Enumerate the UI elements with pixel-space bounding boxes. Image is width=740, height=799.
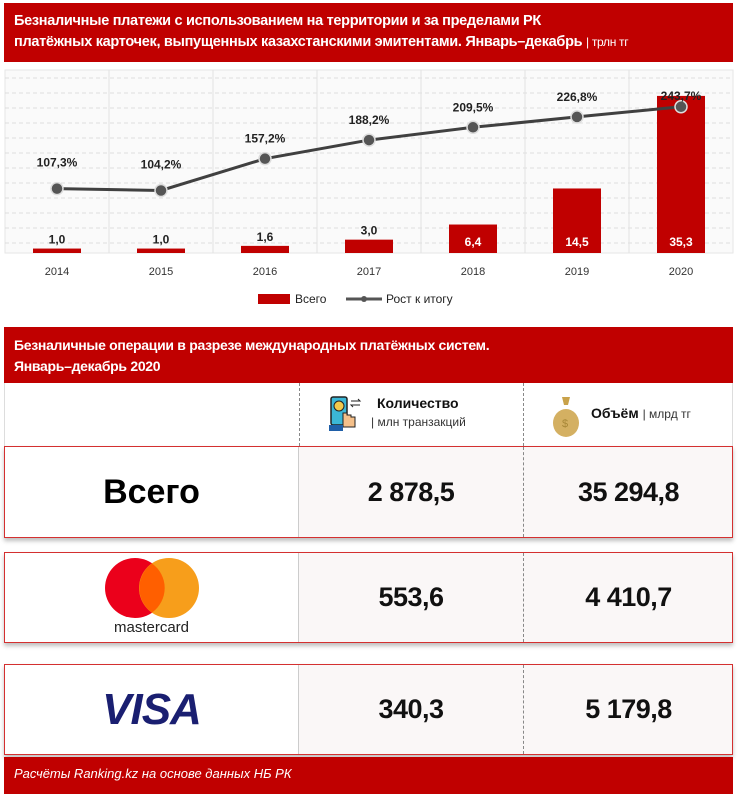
bar-2014 xyxy=(33,248,81,253)
bar-2019 xyxy=(553,188,601,253)
mastercard-wordmark: mastercard xyxy=(113,619,190,636)
x-tick-label: 2016 xyxy=(253,266,277,278)
legend-line-marker xyxy=(361,296,367,302)
x-tick-label: 2015 xyxy=(149,266,173,278)
volume-label: Объём xyxy=(591,405,639,421)
chart-title-line1: Безналичные платежи с использованием на … xyxy=(14,13,541,29)
visa-count: 340,3 xyxy=(378,694,444,724)
svg-text:$: $ xyxy=(562,418,568,430)
bar-2018 xyxy=(449,224,497,253)
growth-label: 107,3% xyxy=(37,156,78,170)
table-column-headers: Количество | млн транзакций $ Объём | мл… xyxy=(4,383,733,446)
growth-label: 243,7% xyxy=(661,89,702,103)
bar-label: 1,0 xyxy=(49,233,66,247)
bar-label: 1,6 xyxy=(257,230,274,244)
visa-logo: VISA xyxy=(102,684,202,734)
mastercard-logo: mastercard xyxy=(5,553,299,642)
visa-volume: 5 179,8 xyxy=(585,694,672,724)
chart-header: Безналичные платежи с использованием на … xyxy=(4,3,733,62)
x-tick-label: 2018 xyxy=(461,266,485,278)
mastercard-count: 553,6 xyxy=(378,582,444,612)
growth-label: 209,5% xyxy=(453,100,494,114)
table-title-line1: Безналичные операции в разрезе междунаро… xyxy=(14,337,490,353)
total-count: 2 878,5 xyxy=(367,476,455,507)
bar-2017 xyxy=(345,239,393,253)
mastercard-circles-icon xyxy=(104,557,199,618)
bar-2020 xyxy=(657,95,705,253)
x-tick-label: 2014 xyxy=(45,266,69,278)
table-row-mastercard: mastercard 553,6 4 410,7 xyxy=(4,552,733,643)
x-tick-label: 2019 xyxy=(565,266,589,278)
growth-label: 104,2% xyxy=(141,157,182,171)
total-volume: 35 294,8 xyxy=(577,476,680,507)
growth-point xyxy=(466,120,480,135)
growth-point xyxy=(570,110,584,124)
x-tick-label: 2020 xyxy=(669,266,693,278)
growth-point xyxy=(50,181,64,196)
growth-point xyxy=(674,100,688,114)
legend-bar-label: Всего xyxy=(295,292,327,306)
chart-unit: | трлн тг xyxy=(585,35,629,49)
count-unit: | млн транзакций xyxy=(371,415,466,429)
bar-label: 14,5 xyxy=(565,235,589,249)
table-title-line2: Январь–декабрь 2020 xyxy=(14,358,161,374)
table-header: Безналичные операции в разрезе междунаро… xyxy=(4,327,733,383)
x-tick-label: 2017 xyxy=(357,266,381,278)
bar-label: 3,0 xyxy=(361,224,378,238)
chart-title-line2: платёжных карточек, выпущенных казахстан… xyxy=(14,34,583,50)
money-bag-icon: $ xyxy=(553,397,579,437)
growth-point xyxy=(154,183,168,198)
bar-label: 35,3 xyxy=(669,235,693,249)
count-label: Количество xyxy=(377,395,459,411)
phone-payment-icon xyxy=(329,396,362,431)
table-row-visa: VISA 340,3 5 179,8 xyxy=(4,664,733,755)
growth-label: 226,8% xyxy=(557,90,598,104)
bar-label: 6,4 xyxy=(465,235,482,249)
source-footer: Расчёты Ranking.kz на основе данных НБ Р… xyxy=(4,757,733,794)
combo-chart: 1,0 2014 1,0 2015 1,6 2016 3,0 2017 6,4 2018 14,5 2… xyxy=(4,69,734,306)
column-count: Количество | млн транзакций xyxy=(325,383,523,446)
total-label: Всего xyxy=(103,472,200,511)
plot-area xyxy=(4,69,734,254)
legend-line-label: Рост к итогу xyxy=(386,292,453,306)
growth-label: 157,2% xyxy=(245,132,286,146)
growth-point xyxy=(362,133,376,147)
volume-unit: | млрд тг xyxy=(642,407,691,421)
mastercard-volume: 4 410,7 xyxy=(585,582,672,612)
legend-bar-swatch xyxy=(258,294,290,304)
column-volume: $ Объём | млрд тг xyxy=(545,383,735,446)
growth-point xyxy=(258,151,272,166)
bar-2015 xyxy=(137,248,185,253)
bar-label: 1,0 xyxy=(153,233,170,247)
table-row-total: Всего 2 878,5 35 294,8 xyxy=(4,446,733,538)
growth-label: 188,2% xyxy=(349,113,390,127)
bar-2016 xyxy=(241,245,289,253)
